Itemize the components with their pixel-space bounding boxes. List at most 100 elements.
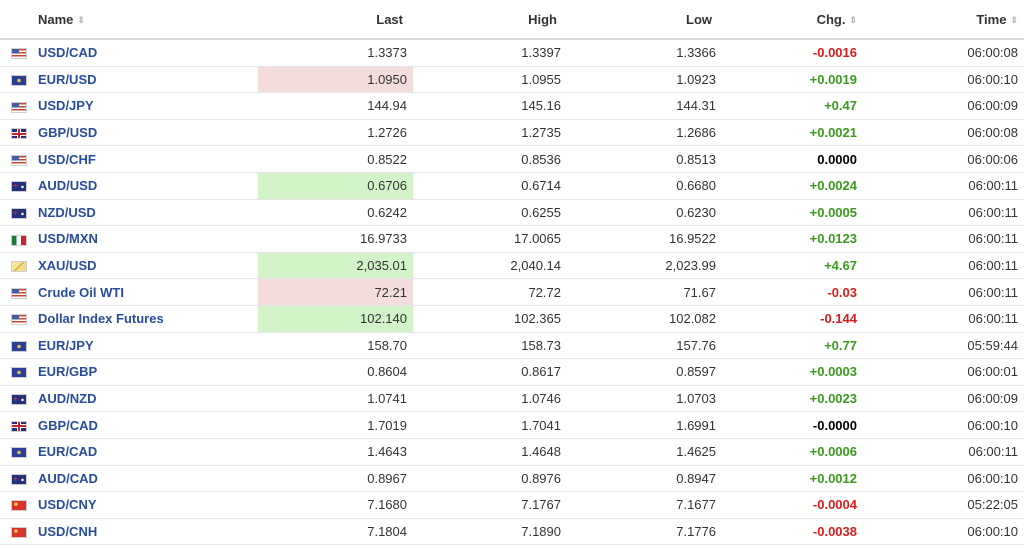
table-row[interactable]: USD/CNY 7.1680 7.1767 7.1677 -0.0004 05:22:05: [0, 491, 1024, 519]
change-cell: -0.0000: [722, 411, 867, 439]
instrument-link[interactable]: USD/CNH: [38, 523, 98, 539]
instrument-name-cell[interactable]: USD/JPY: [38, 92, 258, 120]
instrument-name-cell[interactable]: NZD/USD: [38, 199, 258, 227]
instrument-name-cell[interactable]: USD/CNH: [38, 518, 258, 546]
time-cell: 06:00:10: [867, 66, 1024, 94]
change-cell: +0.77: [722, 332, 867, 360]
instrument-link[interactable]: NZD/USD: [38, 204, 96, 220]
table-row[interactable]: Crude Oil WTI 72.21 72.72 71.67 -0.03 06:00:1…: [0, 278, 1024, 306]
low-price-cell: 2,023.99: [567, 252, 722, 280]
instrument-name-cell[interactable]: EUR/CAD: [38, 438, 258, 466]
time-cell: 06:00:08: [867, 39, 1024, 67]
gb-flag-icon: [11, 420, 27, 432]
instrument-name-cell[interactable]: EUR/JPY: [38, 332, 258, 360]
flag-cell: [0, 438, 38, 466]
low-price-cell: 1.2686: [567, 119, 722, 147]
last-price-cell: 0.6242: [258, 199, 413, 227]
change-cell: +0.0003: [722, 358, 867, 386]
instrument-link[interactable]: EUR/USD: [38, 71, 97, 87]
last-price-cell: 1.2726: [258, 119, 413, 147]
flag-cell: [0, 305, 38, 333]
last-price-cell: 16.9733: [258, 225, 413, 253]
change-cell: +0.0021: [722, 119, 867, 147]
instrument-link[interactable]: USD/MXN: [38, 231, 98, 247]
name-column-header[interactable]: Name ⇕: [38, 0, 258, 40]
table-row[interactable]: EUR/USD 1.0950 1.0955 1.0923 +0.0019 06:00:10: [0, 66, 1024, 94]
instrument-link[interactable]: AUD/CAD: [38, 470, 98, 486]
instrument-name-cell[interactable]: USD/MXN: [38, 225, 258, 253]
table-row[interactable]: EUR/JPY 158.70 158.73 157.76 +0.77 05:59:44: [0, 332, 1024, 360]
instrument-link[interactable]: USD/CHF: [38, 151, 96, 167]
high-price-cell: 1.4648: [413, 438, 567, 466]
change-cell: -0.03: [722, 278, 867, 306]
instrument-name-cell[interactable]: XAU/USD: [38, 252, 258, 280]
table-row[interactable]: USD/MXN 16.9733 17.0065 16.9522 +0.0123 06:00…: [0, 225, 1024, 253]
instrument-link[interactable]: AUD/NZD: [38, 391, 97, 407]
instrument-link[interactable]: USD/CNY: [38, 497, 97, 513]
high-price-cell: 0.8536: [413, 145, 567, 173]
instrument-link[interactable]: USD/JPY: [38, 98, 94, 114]
instrument-link[interactable]: XAU/USD: [38, 258, 97, 274]
instrument-link[interactable]: EUR/JPY: [38, 337, 94, 353]
au-flag-icon: [11, 207, 27, 219]
table-row[interactable]: XAU/USD 2,035.01 2,040.14 2,023.99 +4.67 06:0…: [0, 252, 1024, 280]
high-header-label: High: [528, 11, 557, 27]
flag-column-header: [0, 0, 38, 40]
instrument-name-cell[interactable]: AUD/NZD: [38, 385, 258, 413]
high-price-cell: 102.365: [413, 305, 567, 333]
instrument-name-cell[interactable]: EUR/GBP: [38, 358, 258, 386]
table-row[interactable]: NZD/USD 0.6242 0.6255 0.6230 +0.0005 06:00:11: [0, 199, 1024, 227]
instrument-name-cell[interactable]: USD/CAD: [38, 39, 258, 67]
last-column-header: Last: [258, 0, 413, 40]
instrument-name-cell[interactable]: Dollar Index Futures: [38, 305, 258, 333]
sort-arrows-icon[interactable]: ⇕: [1010, 14, 1018, 25]
instrument-link[interactable]: GBP/CAD: [38, 417, 98, 433]
instrument-name-cell[interactable]: GBP/USD: [38, 119, 258, 147]
instrument-link[interactable]: Crude Oil WTI: [38, 284, 124, 300]
high-price-cell: 7.1890: [413, 518, 567, 546]
instrument-name-cell[interactable]: AUD/CAD: [38, 465, 258, 493]
instrument-link[interactable]: USD/CAD: [38, 45, 98, 61]
instrument-name-cell[interactable]: USD/CHF: [38, 145, 258, 173]
change-cell: +4.67: [722, 252, 867, 280]
table-row[interactable]: AUD/USD 0.6706 0.6714 0.6680 +0.0024 06:00:11: [0, 172, 1024, 200]
table-row[interactable]: USD/JPY 144.94 145.16 144.31 +0.47 06:00:09: [0, 92, 1024, 120]
gold-flag-icon: [11, 261, 27, 273]
time-cell: 05:22:05: [867, 491, 1024, 519]
high-price-cell: 145.16: [413, 92, 567, 120]
instrument-name-cell[interactable]: USD/CNY: [38, 491, 258, 519]
time-cell: 06:00:11: [867, 252, 1024, 280]
instrument-name-cell[interactable]: Crude Oil WTI: [38, 278, 258, 306]
sort-arrows-icon[interactable]: ⇕: [849, 14, 857, 25]
sort-arrows-icon[interactable]: ⇕: [77, 14, 85, 25]
table-row[interactable]: GBP/USD 1.2726 1.2735 1.2686 +0.0021 06:00:08: [0, 119, 1024, 147]
flag-cell: [0, 465, 38, 493]
table-row[interactable]: AUD/NZD 1.0741 1.0746 1.0703 +0.0023 06:00:09: [0, 385, 1024, 413]
instrument-name-cell[interactable]: EUR/USD: [38, 66, 258, 94]
change-cell: 0.0000: [722, 145, 867, 173]
table-row[interactable]: EUR/GBP 0.8604 0.8617 0.8597 +0.0003 06:00:01: [0, 358, 1024, 386]
time-cell: 06:00:11: [867, 225, 1024, 253]
table-row[interactable]: USD/CHF 0.8522 0.8536 0.8513 0.0000 06:00:06: [0, 145, 1024, 173]
last-price-cell: 2,035.01: [258, 252, 413, 280]
instrument-name-cell[interactable]: GBP/CAD: [38, 411, 258, 439]
table-row[interactable]: EUR/CAD 1.4643 1.4648 1.4625 +0.0006 06:00:11: [0, 438, 1024, 466]
table-row[interactable]: AUD/CAD 0.8967 0.8976 0.8947 +0.0012 06:00:10: [0, 465, 1024, 493]
high-price-cell: 1.0746: [413, 385, 567, 413]
table-row[interactable]: USD/CNH 7.1804 7.1890 7.1776 -0.0038 06:00:10: [0, 518, 1024, 546]
instrument-link[interactable]: EUR/GBP: [38, 364, 98, 380]
header-row: Name ⇕ Last High Low Chg. ⇕ Time ⇕: [0, 0, 1024, 40]
chg-column-header[interactable]: Chg. ⇕: [722, 0, 867, 40]
last-price-cell: 7.1804: [258, 518, 413, 546]
instrument-link[interactable]: Dollar Index Futures: [38, 311, 164, 327]
high-price-cell: 2,040.14: [413, 252, 567, 280]
table-row[interactable]: USD/CAD 1.3373 1.3397 1.3366 -0.0016 06:00:08: [0, 39, 1024, 67]
instrument-link[interactable]: GBP/USD: [38, 125, 98, 141]
instrument-name-cell[interactable]: AUD/USD: [38, 172, 258, 200]
instrument-link[interactable]: EUR/CAD: [38, 444, 98, 460]
time-column-header[interactable]: Time ⇕: [867, 0, 1024, 40]
instrument-link[interactable]: AUD/USD: [38, 178, 98, 194]
au-flag-icon: [11, 394, 27, 406]
table-row[interactable]: Dollar Index Futures 102.140 102.365 102.08…: [0, 305, 1024, 333]
table-row[interactable]: GBP/CAD 1.7019 1.7041 1.6991 -0.0000 06:00:10: [0, 411, 1024, 439]
